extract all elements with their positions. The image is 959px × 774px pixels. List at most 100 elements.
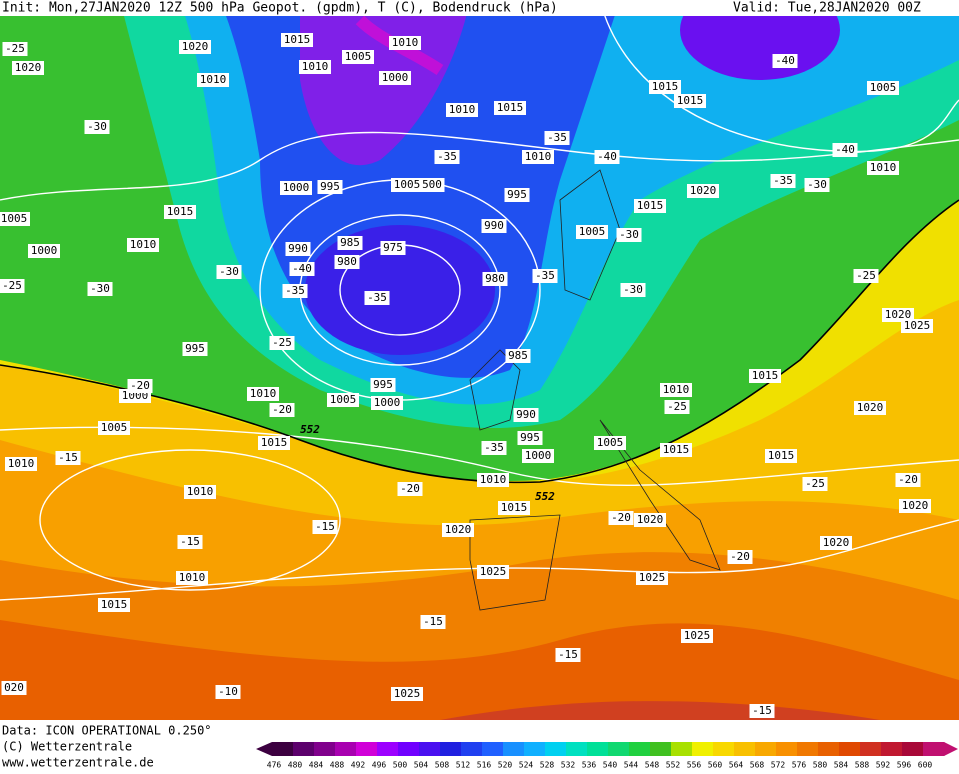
isobar-label: 980	[485, 272, 505, 285]
label-box	[98, 598, 130, 612]
label-box	[0, 212, 30, 226]
isobar-label: 1000	[525, 449, 552, 462]
isobar-label: -35	[773, 174, 793, 187]
label-box	[649, 80, 681, 94]
isobar-label: 990	[288, 242, 308, 255]
colorbar-label: 584	[834, 761, 849, 770]
isobar-label: 980	[337, 255, 357, 268]
header-valid: Valid: Tue,28JAN2020 00Z	[733, 1, 921, 16]
isobar-label: 995	[185, 342, 205, 355]
isobar-label: 1015	[101, 598, 128, 611]
label-box	[127, 379, 153, 393]
label-box	[494, 101, 526, 115]
colorbar-label: 516	[477, 761, 492, 770]
label-box	[442, 523, 474, 537]
colorbar-label: 504	[414, 761, 429, 770]
isobar-label: -20	[400, 482, 420, 495]
label-box	[176, 571, 208, 585]
isobar-label: -20	[611, 511, 631, 524]
isobar-label: 1000	[31, 244, 58, 257]
label-box	[370, 378, 396, 392]
colorbar-label: 544	[624, 761, 639, 770]
colorbar-label: 512	[456, 761, 471, 770]
isobar-label: -35	[535, 269, 555, 282]
label-box	[802, 477, 828, 491]
colorbar-label: 488	[330, 761, 345, 770]
label-box	[247, 387, 279, 401]
label-box	[772, 54, 798, 68]
label-box	[391, 687, 423, 701]
isobar-label: -40	[835, 143, 855, 156]
label-box	[481, 219, 507, 233]
isobar-label: 1025	[639, 571, 666, 584]
colorbar-label: 540	[603, 761, 618, 770]
colorbar-swatch	[461, 742, 483, 756]
colorbar-swatch	[923, 742, 945, 756]
isobar-label: -25	[2, 279, 22, 292]
isobar-label: 985	[340, 236, 360, 249]
isobar-label: -20	[272, 403, 292, 416]
label-box	[127, 238, 159, 252]
label-box	[505, 349, 531, 363]
label-box	[854, 401, 886, 415]
isobar-label: 1020	[885, 308, 912, 321]
label-box	[576, 225, 608, 239]
label-box	[681, 629, 713, 643]
colorbar-label: 588	[855, 761, 870, 770]
colorbar-swatch	[545, 742, 567, 756]
coastline	[599, 419, 721, 571]
label-box	[280, 181, 312, 195]
isobar-label: 1020	[182, 40, 209, 53]
header-bg	[0, 0, 730, 16]
isobar-label: 1010	[302, 60, 329, 73]
colorbar-swatch	[335, 742, 357, 756]
label-box	[0, 279, 25, 293]
isobar-label: -30	[219, 265, 239, 278]
map-background	[0, 0, 959, 720]
field-purple-east	[680, 0, 840, 80]
label-box	[327, 393, 359, 407]
isobar-label: 1020	[823, 536, 850, 549]
label-box	[498, 501, 530, 515]
isobar-label: -35	[547, 131, 567, 144]
isobar-label: 990	[484, 219, 504, 232]
isobar-label: -35	[285, 284, 305, 297]
label-box	[555, 648, 581, 662]
isobar-label: -15	[58, 451, 78, 464]
coastline	[469, 349, 521, 431]
map-labels: 1020 1015 1010 1005 1010 1000 1010 1020 -25 -30 10…	[0, 33, 933, 718]
isobar-label: 1010	[480, 473, 507, 486]
colorbar-swatch	[776, 742, 798, 756]
label-box	[12, 61, 44, 75]
isobar-label: -25	[805, 477, 825, 490]
label-box	[215, 685, 241, 699]
label-box	[770, 174, 796, 188]
isobar-label: 1025	[480, 565, 507, 578]
colorbar-swatch	[272, 742, 294, 756]
colorbar-label: 564	[729, 761, 744, 770]
label-box	[269, 403, 295, 417]
label-box	[804, 178, 830, 192]
isobar-label: -40	[775, 54, 795, 67]
label-box	[765, 449, 797, 463]
label-box	[282, 284, 308, 298]
isobar-label: 1010	[200, 73, 227, 86]
colorbar-label: 600	[918, 761, 933, 770]
label-box	[660, 443, 692, 457]
label-box	[895, 473, 921, 487]
colorbar-swatch	[818, 742, 840, 756]
label-box	[342, 50, 374, 64]
label-box	[901, 319, 933, 333]
isobar-label: 1015	[501, 501, 528, 514]
colorbar-label: 484	[309, 761, 324, 770]
coastline	[559, 169, 621, 301]
label-box	[420, 615, 446, 629]
label-box	[317, 180, 343, 194]
colorbar-label: 596	[897, 761, 912, 770]
isobar-label: 1020	[690, 184, 717, 197]
label-box	[749, 369, 781, 383]
colorbar-arrow-left	[256, 742, 272, 756]
label-box	[434, 150, 460, 164]
isobar-label: 975	[383, 241, 403, 254]
